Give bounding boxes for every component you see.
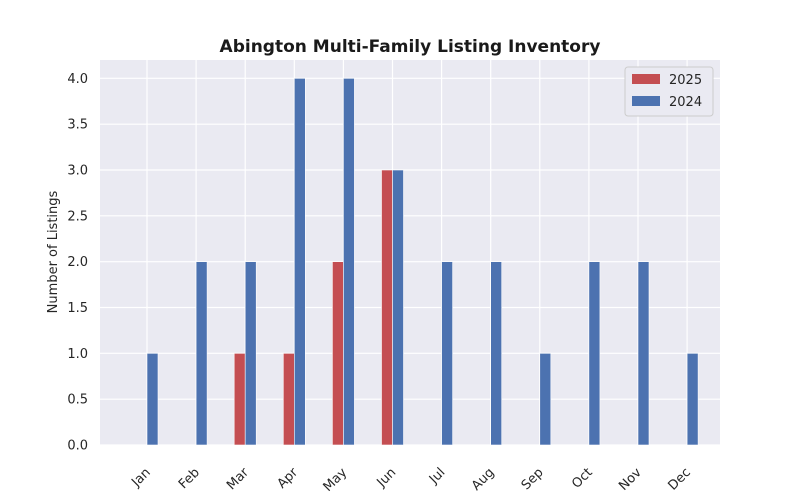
x-tick-label: Sep bbox=[519, 465, 547, 493]
legend-swatch-2024 bbox=[632, 96, 660, 106]
bar-2024-Sep bbox=[539, 353, 552, 446]
bar-2024-Mar bbox=[244, 261, 257, 446]
bar-2025-May bbox=[332, 261, 344, 446]
bar-2024-Oct bbox=[588, 261, 601, 446]
x-tick-label: Jul bbox=[426, 465, 448, 487]
y-tick-label: 3.0 bbox=[67, 164, 88, 179]
plot-area bbox=[100, 60, 720, 445]
x-tick-label: Feb bbox=[176, 465, 203, 492]
legend-swatch-2025 bbox=[632, 74, 660, 84]
x-tick-label: Dec bbox=[666, 465, 694, 493]
x-tick-label: Jan bbox=[128, 465, 153, 490]
x-tick-label: Aug bbox=[469, 465, 498, 494]
bar-2025-Apr bbox=[282, 353, 295, 446]
bar-2024-Nov bbox=[637, 261, 650, 446]
chart-title: Abington Multi-Family Listing Inventory bbox=[220, 37, 601, 57]
y-tick-label: 3.5 bbox=[67, 118, 88, 133]
y-tick-label: 1.0 bbox=[67, 347, 88, 362]
legend-label-2025: 2025 bbox=[669, 73, 702, 88]
bars bbox=[146, 78, 699, 446]
bar-2024-May bbox=[343, 78, 355, 446]
bar-2024-Jun bbox=[392, 169, 404, 446]
y-tick-label: 2.0 bbox=[67, 255, 88, 270]
x-tick-label: Jun bbox=[374, 465, 400, 491]
x-tick-label: Apr bbox=[275, 465, 302, 492]
bar-2024-Apr bbox=[293, 78, 306, 446]
y-tick-label: 2.5 bbox=[67, 209, 88, 224]
y-tick-label: 4.0 bbox=[67, 72, 88, 87]
x-tick-label: Oct bbox=[569, 465, 596, 492]
bar-2024-Dec bbox=[686, 353, 699, 446]
x-tick-label: Mar bbox=[224, 465, 252, 493]
bar-2025-Jun bbox=[381, 169, 393, 446]
y-tick-label: 1.5 bbox=[67, 301, 88, 316]
legend-label-2024: 2024 bbox=[669, 95, 702, 110]
y-tick-label: 0.0 bbox=[67, 439, 88, 454]
y-axis-label: Number of Listings bbox=[46, 190, 61, 313]
bar-2024-Aug bbox=[490, 261, 503, 446]
legend: 2025 2024 bbox=[624, 66, 714, 117]
y-ticks: 0.0 0.5 1.0 1.5 2.0 2.5 3.0 3.5 4.0 bbox=[67, 72, 88, 454]
x-ticks: Jan Feb Mar Apr May Jun Jul Aug Sep Oct Nov Dec bbox=[128, 465, 694, 495]
x-tick-label: May bbox=[321, 465, 351, 495]
bar-2025-Mar bbox=[233, 353, 246, 446]
y-tick-label: 0.5 bbox=[67, 393, 88, 408]
x-tick-label: Nov bbox=[616, 465, 645, 494]
bar-2024-Jan bbox=[146, 353, 159, 446]
bar-2024-Feb bbox=[195, 261, 208, 446]
bar-2024-Jul bbox=[441, 261, 453, 446]
